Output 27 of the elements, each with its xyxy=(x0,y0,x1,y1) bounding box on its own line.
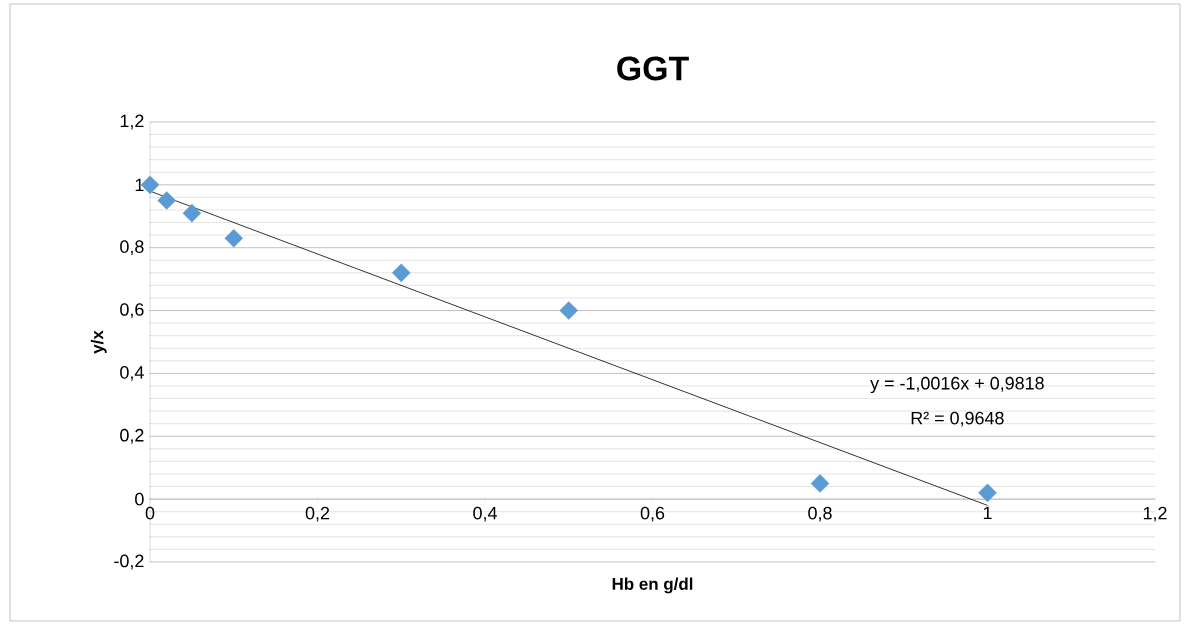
point xyxy=(392,263,411,283)
y-tick-label: 1,2 xyxy=(120,114,144,130)
y-tick-label: 0,2 xyxy=(120,428,144,444)
x-tick-label: 1,2 xyxy=(1143,506,1167,522)
annotation: y = -1,0016x + 0,9818 xyxy=(870,376,1044,394)
x-tick-label: 0,8 xyxy=(808,506,832,522)
point xyxy=(978,483,997,503)
point xyxy=(157,191,177,210)
x-tick-label: 0,2 xyxy=(305,506,330,522)
y-axis-title: y/x xyxy=(90,330,107,354)
annotation: R² = 0,9648 xyxy=(911,411,1004,427)
chart-title: GGT xyxy=(617,56,689,81)
point xyxy=(182,203,202,223)
y-tick-label: 0,6 xyxy=(120,303,144,318)
point xyxy=(810,474,830,493)
x-tick-label: 0 xyxy=(145,506,155,520)
x-tick-label: 1 xyxy=(983,506,992,520)
x-tick-label: 0,4 xyxy=(473,506,497,522)
point xyxy=(224,229,244,248)
y-tick-label: 1 xyxy=(135,178,144,192)
point xyxy=(559,301,579,320)
y-tick-label: 0,8 xyxy=(120,240,144,256)
x-axis-title: Hb en g/dl xyxy=(612,577,693,594)
y-tick-label: 0 xyxy=(135,492,144,506)
y-tick-label: 0,4 xyxy=(120,365,144,381)
y-tick-label: -0,2 xyxy=(114,554,144,570)
x-tick-label: 0,6 xyxy=(640,506,665,522)
